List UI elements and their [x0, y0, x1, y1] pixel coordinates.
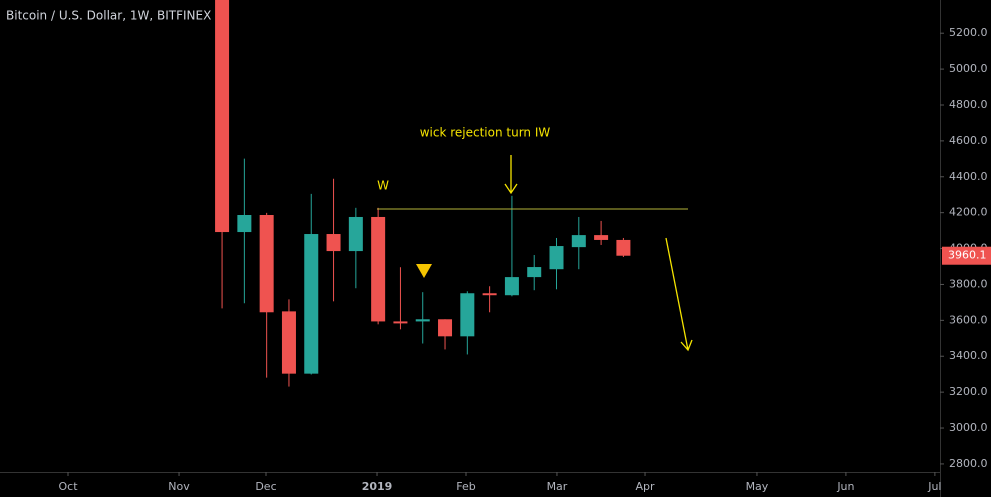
y-tick-label: 2800.0 — [949, 457, 988, 470]
candle-body — [215, 0, 230, 233]
x-tick-label: Dec — [255, 480, 276, 493]
x-tick-label: Apr — [636, 480, 656, 493]
candle-body — [594, 235, 609, 240]
last-price-box — [942, 246, 991, 265]
y-tick-label: 4600.0 — [949, 134, 988, 147]
candle-body — [460, 293, 475, 337]
arrows — [504, 155, 693, 352]
x-tick-label: Oct — [58, 480, 78, 493]
x-tick-label: Jun — [836, 480, 854, 493]
candle-body — [281, 311, 296, 374]
annotation: W — [377, 179, 389, 193]
y-tick-label: 3400.0 — [949, 349, 988, 362]
marker-triangle — [416, 264, 432, 278]
annotation: wick rejection turn IW — [420, 126, 551, 140]
last-price-label: 3960.1 — [948, 249, 987, 262]
candle-body — [438, 319, 453, 337]
y-tick-label: 3800.0 — [949, 277, 988, 290]
candle-body — [549, 246, 564, 270]
candle-body — [393, 321, 408, 324]
candle-body — [482, 293, 497, 296]
arrow — [504, 155, 518, 195]
y-tick-label: 4800.0 — [949, 98, 988, 111]
arrow — [665, 237, 693, 352]
x-tick-label: 2019 — [362, 480, 393, 493]
candle-body — [504, 277, 519, 296]
candles — [215, 0, 631, 387]
y-tick-label: 3200.0 — [949, 385, 988, 398]
chart-title: Bitcoin / U.S. Dollar, 1W, BITFINEX — [6, 9, 211, 23]
y-tick-label: 4200.0 — [949, 206, 988, 219]
candle-body — [415, 319, 430, 322]
candle-body — [259, 215, 274, 313]
candle-body — [326, 234, 341, 252]
x-tick-label: Feb — [456, 480, 475, 493]
y-tick-label: 3000.0 — [949, 421, 988, 434]
y-tick-label: 5000.0 — [949, 62, 988, 75]
x-tick-label: Jul — [927, 480, 941, 493]
y-tick-label: 4400.0 — [949, 170, 988, 183]
candle-body — [571, 235, 586, 248]
candle-body — [348, 216, 363, 252]
y-tick-label: 5200.0 — [949, 26, 988, 39]
candle-body — [616, 239, 631, 256]
candle-body — [371, 216, 386, 322]
candle-body — [304, 234, 319, 374]
candle-body — [237, 215, 252, 233]
x-tick-label: Mar — [547, 480, 568, 493]
candle-body — [527, 267, 542, 278]
x-tick-label: May — [746, 480, 769, 493]
x-tick-label: Nov — [168, 480, 190, 493]
y-tick-label: 3600.0 — [949, 313, 988, 326]
